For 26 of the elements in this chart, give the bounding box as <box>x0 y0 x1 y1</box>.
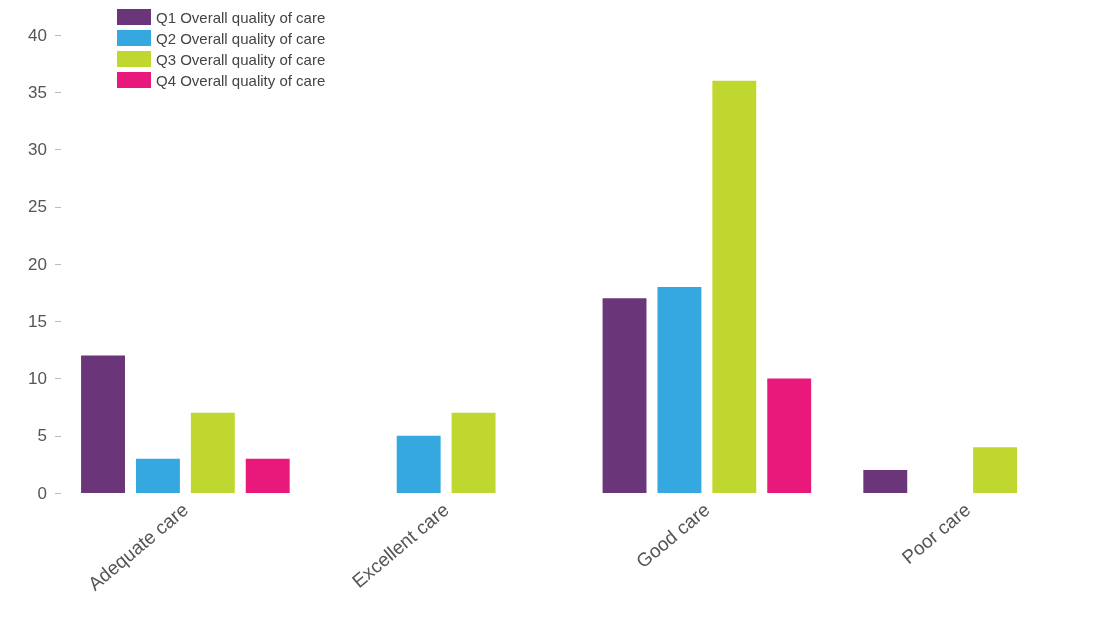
legend-label: Q1 Overall quality of care <box>156 8 326 26</box>
bar <box>451 412 496 493</box>
legend-label: Q4 Overall quality of care <box>156 71 326 89</box>
bar <box>602 298 647 493</box>
y-tick-label: 25 <box>28 197 47 217</box>
y-tick-label: 30 <box>28 140 47 159</box>
bar <box>657 286 702 493</box>
bar <box>863 470 908 493</box>
y-tick-label: 5 <box>37 426 47 446</box>
bar <box>396 435 441 493</box>
bar <box>81 355 125 493</box>
legend-label: Q2 Overall quality of care <box>156 29 326 47</box>
bar <box>190 412 235 493</box>
y-tick-label: 10 <box>28 369 47 388</box>
y-tick-label: 35 <box>28 82 47 102</box>
y-tick-label: 0 <box>37 483 47 503</box>
bar <box>245 458 290 493</box>
bar <box>712 80 757 493</box>
bar <box>135 458 180 493</box>
x-tick-label: Poor care <box>897 498 975 568</box>
bar <box>767 378 812 493</box>
legend-label: Q3 Overall quality of care <box>156 50 326 68</box>
y-tick-label: 20 <box>28 254 47 274</box>
bar <box>973 447 1018 493</box>
y-tick-label: 15 <box>28 311 47 331</box>
y-tick-label: 40 <box>28 25 47 45</box>
